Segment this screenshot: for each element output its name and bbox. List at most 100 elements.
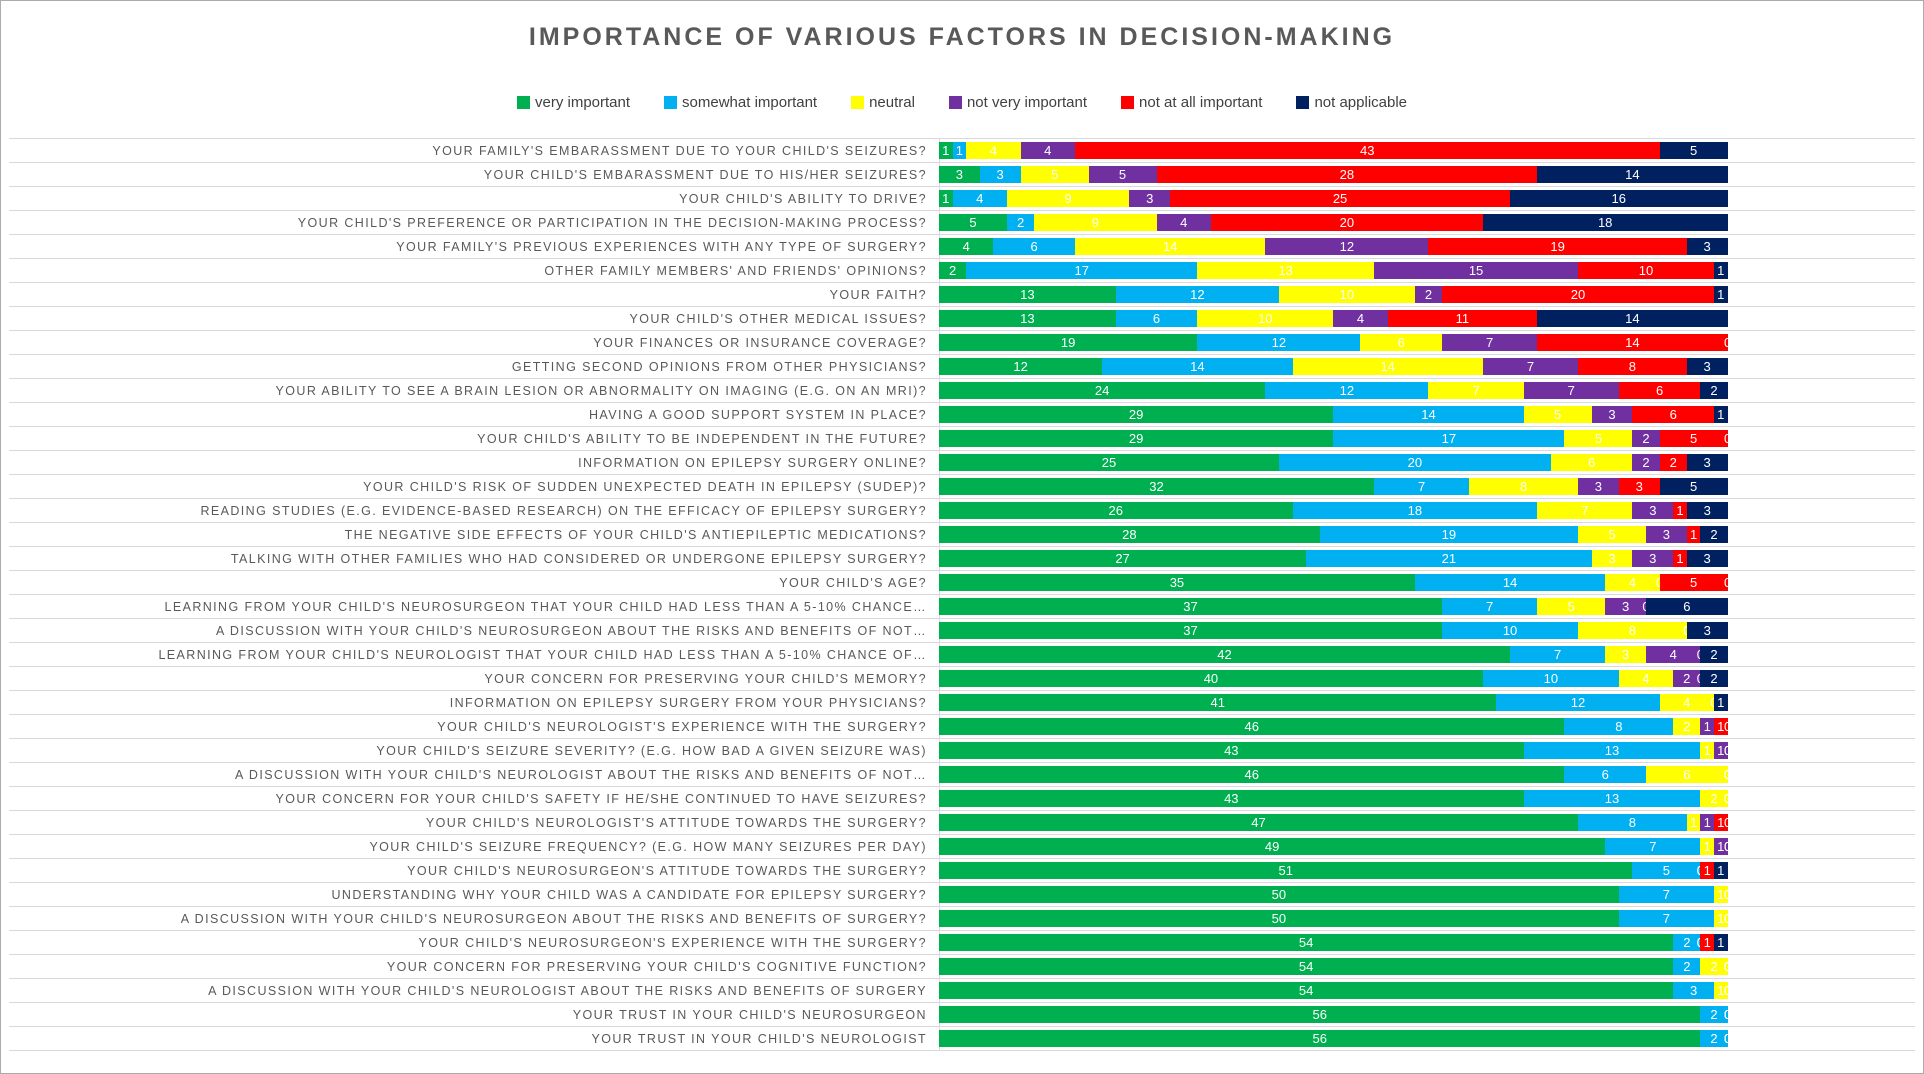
data-label: 5 bbox=[1567, 599, 1575, 614]
bar-segment-not-at-all-important: 20 bbox=[1442, 286, 1714, 303]
category-label: YOUR CHILD'S NEUROSURGEON'S EXPERIENCE W… bbox=[418, 935, 927, 950]
category-label: TALKING WITH OTHER FAMILIES WHO HAD CONS… bbox=[230, 551, 927, 566]
data-label: 54 bbox=[1298, 935, 1314, 950]
category-label: YOUR FINANCES OR INSURANCE COVERAGE? bbox=[593, 335, 927, 350]
stacked-bar: 43 13 1 1 0 0 bbox=[939, 742, 1915, 759]
category-label: YOUR CHILD'S OTHER MEDICAL ISSUES? bbox=[629, 311, 927, 326]
stacked-bar: 5420011 bbox=[939, 934, 1915, 951]
data-label: 0 bbox=[1723, 767, 1732, 782]
data-label: 1 bbox=[1703, 863, 1711, 878]
category-row: YOUR CHILD'S EMBARASSMENT DUE TO HIS/HER… bbox=[9, 162, 1915, 186]
category-row: READING STUDIES (E.G. EVIDENCE-BASED RES… bbox=[9, 498, 1915, 522]
bar-segment-very-important: 25 bbox=[939, 454, 1279, 471]
data-label: 10 bbox=[1502, 623, 1518, 638]
bar-segment-very-important: 35 bbox=[939, 574, 1415, 591]
data-label: 4 bbox=[1356, 311, 1365, 326]
stacked-bar: 41124001 bbox=[939, 694, 1915, 711]
bar-segment-somewhat-important: 6 bbox=[993, 238, 1075, 255]
bar-segment-very-important: 43 bbox=[939, 790, 1524, 807]
bar-segment-somewhat-important: 7 bbox=[1618, 886, 1714, 903]
data-label: 3 bbox=[1635, 479, 1643, 494]
data-label: 0 bbox=[1723, 983, 1732, 998]
data-label: 0 bbox=[1723, 743, 1732, 758]
data-label: 5 bbox=[1594, 431, 1603, 446]
data-label: 0 bbox=[1723, 1007, 1732, 1022]
data-label: 56 bbox=[1312, 1007, 1327, 1022]
category-label: HAVING A GOOD SUPPORT SYSTEM IN PLACE? bbox=[588, 407, 927, 422]
bar-segment-not-at-all-important: 10 bbox=[1578, 262, 1714, 279]
data-label: 4 bbox=[1628, 575, 1637, 590]
data-label: 25 bbox=[1101, 455, 1117, 470]
data-label: 0 bbox=[1723, 1031, 1732, 1046]
bar-segment-somewhat-important: 13 bbox=[1523, 790, 1701, 807]
category-row: INFORMATION ON EPILEPSY SURGERY FROM YOU… bbox=[9, 690, 1915, 714]
category-row: YOUR ABILITY TO SEE A BRAIN LESION OR AB… bbox=[9, 378, 1915, 402]
stacked-bar: 5 2 9 4 20 18 bbox=[939, 214, 1915, 231]
bar-segment-neutral: 1 bbox=[1700, 838, 1714, 855]
data-label: 0 bbox=[1723, 431, 1732, 446]
category-row: OTHER FAMILY MEMBERS' AND FRIENDS' OPINI… bbox=[9, 258, 1915, 282]
data-label: 37 bbox=[1183, 599, 1198, 614]
data-label: 10 bbox=[1339, 287, 1355, 302]
bar-segment-not-very-important: 2 bbox=[1632, 430, 1660, 447]
data-label: 6 bbox=[1669, 407, 1677, 422]
data-label: 14 bbox=[1625, 167, 1640, 182]
data-label: 3 bbox=[1608, 551, 1616, 566]
data-label: 3 bbox=[1622, 599, 1630, 614]
legend-label: very important bbox=[534, 94, 631, 111]
category-label: UNDERSTANDING WHY YOUR CHILD WAS A CANDI… bbox=[331, 887, 927, 902]
category-label: OTHER FAMILY MEMBERS' AND FRIENDS' OPINI… bbox=[544, 263, 927, 278]
data-label: 12 bbox=[1271, 335, 1287, 350]
bar-segment-very-important: 26 bbox=[939, 502, 1293, 519]
data-label: 54 bbox=[1298, 983, 1314, 998]
data-label: 1 bbox=[1689, 815, 1698, 830]
bar-segment-not-applicable: 2 bbox=[1700, 382, 1728, 399]
data-label: 2 bbox=[1710, 383, 1718, 398]
bar-segment-not-very-important: 7 bbox=[1523, 382, 1619, 399]
data-label: 14 bbox=[1190, 359, 1205, 374]
data-label: 3 bbox=[1703, 239, 1711, 254]
data-label: 17 bbox=[1074, 263, 1089, 278]
bar-segment-very-important: 41 bbox=[939, 694, 1497, 711]
data-label: 3 bbox=[1649, 551, 1657, 566]
bar-segment-neutral: 10 bbox=[1278, 286, 1415, 303]
data-label: 6 bbox=[1030, 239, 1038, 254]
stacked-bar: 32 7 8 3 3 5 bbox=[939, 478, 1915, 495]
bar-segment-somewhat-important: 7 bbox=[1374, 478, 1470, 495]
category-label: YOUR FAMILY'S PREVIOUS EXPERIENCES WITH … bbox=[396, 239, 927, 254]
data-label: 5 bbox=[1689, 431, 1698, 446]
bar-segment-very-important: 54 bbox=[939, 982, 1674, 999]
data-label: 13 bbox=[1020, 311, 1035, 326]
data-label: 1 bbox=[1676, 551, 1684, 566]
bar-segment-neutral: 14 bbox=[1292, 358, 1483, 375]
stacked-bar: 3775306 bbox=[939, 598, 1915, 615]
data-label: 3 bbox=[1594, 479, 1603, 494]
legend-label: somewhat important bbox=[682, 94, 818, 111]
bar-segment-somewhat-important: 2 bbox=[1700, 1030, 1728, 1047]
category-row: YOUR CONCERN FOR YOUR CHILD'S SAFETY IF … bbox=[9, 786, 1915, 810]
bar-segment-very-important: 54 bbox=[939, 934, 1674, 951]
bar-segment-somewhat-important: 21 bbox=[1306, 550, 1592, 567]
legend-item-neutral: neutral bbox=[851, 94, 915, 111]
data-label: 5 bbox=[1050, 167, 1059, 182]
bar-segment-not-at-all-important: 43 bbox=[1074, 142, 1660, 159]
legend-swatch-neutral bbox=[851, 96, 865, 109]
legend-swatch-not-applicable bbox=[1296, 96, 1310, 109]
category-label: YOUR ABILITY TO SEE A BRAIN LESION OR AB… bbox=[275, 383, 927, 398]
category-row: HAVING A GOOD SUPPORT SYSTEM IN PLACE? 29… bbox=[9, 402, 1915, 426]
bar-segment-not-at-all-important: 6 bbox=[1632, 406, 1714, 423]
bar-segment-very-important: 46 bbox=[939, 766, 1565, 783]
data-label: 3 bbox=[955, 167, 963, 182]
bar-segment-neutral: 4 bbox=[1605, 574, 1660, 591]
data-label: 19 bbox=[1550, 239, 1565, 254]
data-label: 12 bbox=[1190, 287, 1205, 302]
data-label: 2 bbox=[1710, 1007, 1718, 1022]
bar-segment-not-applicable: 3 bbox=[1686, 622, 1728, 639]
category-label: YOUR CONCERN FOR YOUR CHILD'S SAFETY IF … bbox=[275, 791, 927, 806]
data-label: 26 bbox=[1108, 503, 1123, 518]
data-label: 3 bbox=[1689, 983, 1698, 998]
bar-segment-very-important: 46 bbox=[939, 718, 1565, 735]
category-row: LEARNING FROM YOUR CHILD'S NEUROLOGIST T… bbox=[9, 642, 1915, 666]
bar-segment-very-important: 43 bbox=[939, 742, 1524, 759]
